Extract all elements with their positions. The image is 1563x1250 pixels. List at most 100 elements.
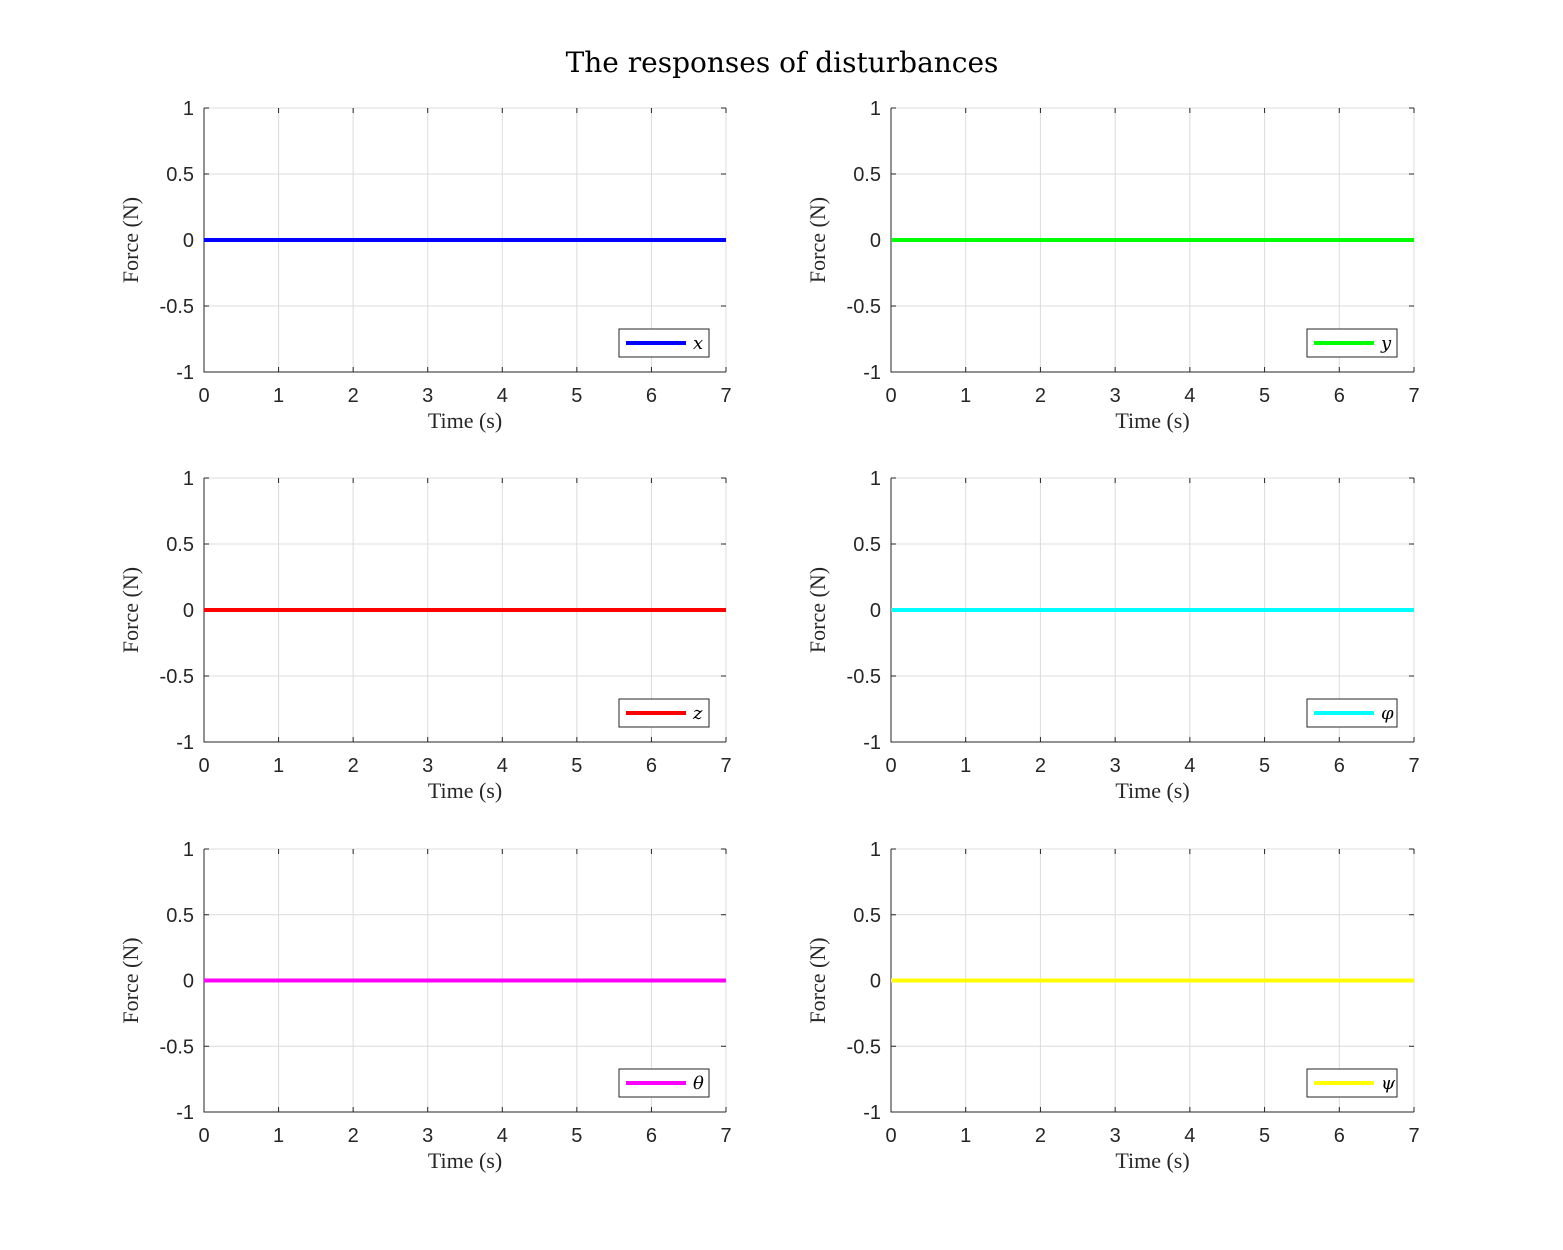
legend: φ [1306,698,1398,728]
x-tick-label: 6 [646,755,657,777]
y-tick-label: -1 [863,1102,881,1124]
legend-label: z [692,703,703,724]
y-tick-label: -1 [176,1102,194,1124]
x-tick-label: 1 [273,385,284,407]
legend: θ [618,1068,710,1098]
x-tick-label: 6 [1334,755,1345,777]
x-tick-label: 5 [571,755,582,777]
x-tick-label: 7 [720,1125,731,1147]
x-axis-label: Time (s) [428,778,502,803]
figure-title: The responses of disturbances [566,46,999,79]
x-tick-label: 0 [885,1125,896,1147]
y-tick-label: -1 [863,362,881,384]
x-tick-label: 4 [497,385,508,407]
x-tick-label: 5 [1259,1125,1270,1147]
y-tick-label: 0 [183,230,194,252]
x-tick-label: 1 [273,1125,284,1147]
x-axis-label: Time (s) [1115,1148,1189,1173]
x-tick-label: 6 [646,385,657,407]
x-tick-label: 0 [198,1125,209,1147]
y-tick-label: 0.5 [166,905,194,927]
y-axis-label: Force (N) [118,937,143,1023]
x-tick-label: 0 [885,385,896,407]
legend: x [618,328,710,358]
subplot-1: 0 1 2 3 4 5 6 7 -1 -0.5 0 0.5 1 Time (s) Force (N) x [118,98,732,433]
subplot-6: 0 1 2 3 4 5 6 7 -1 -0.5 0 0.5 1 Time (s) Force (N) ψ [805,839,1420,1173]
subplot-5: 0 1 2 3 4 5 6 7 -1 -0.5 0 0.5 1 Time (s) Force (N) θ [118,839,732,1173]
x-tick-label: 5 [1259,385,1270,407]
legend-label: θ [693,1073,704,1094]
legend: z [618,698,710,728]
x-tick-label: 3 [1110,755,1121,777]
x-axis-label: Time (s) [1115,408,1189,433]
x-tick-label: 1 [960,385,971,407]
y-tick-label: 1 [183,468,194,490]
y-tick-label: 0.5 [853,164,881,186]
y-tick-label: 0.5 [166,534,194,556]
x-tick-label: 5 [571,385,582,407]
x-tick-label: 2 [348,755,359,777]
y-axis-label: Force (N) [805,937,830,1023]
y-tick-label: -0.5 [160,1036,194,1058]
legend-label: x [693,333,703,354]
x-axis-label: Time (s) [1115,778,1189,803]
subplot-3: 0 1 2 3 4 5 6 7 -1 -0.5 0 0.5 1 Time (s) Force (N) z [118,468,732,803]
y-tick-label: 0 [870,971,881,993]
y-tick-label: -0.5 [160,296,194,318]
y-tick-label: 0.5 [166,164,194,186]
y-axis-label: Force (N) [805,197,830,283]
subplot-grid: 0 1 2 3 4 5 6 7 -1 -0.5 0 0.5 1 Time (s) Force (N) x 0 1 2… [118,98,1420,1173]
subplot-2: 0 1 2 3 4 5 6 7 -1 -0.5 0 0.5 1 Time (s) Force (N) y [805,98,1420,433]
y-tick-label: 1 [870,839,881,861]
x-tick-label: 1 [960,1125,971,1147]
x-tick-label: 7 [1408,755,1419,777]
y-tick-label: -1 [863,732,881,754]
y-axis-label: Force (N) [805,567,830,653]
y-tick-label: 0 [183,971,194,993]
x-tick-label: 2 [1035,1125,1046,1147]
x-tick-label: 5 [1259,755,1270,777]
x-tick-label: 1 [960,755,971,777]
x-tick-label: 6 [1334,385,1345,407]
x-axis-label: Time (s) [428,1148,502,1173]
x-tick-label: 4 [1184,1125,1195,1147]
subplot-4: 0 1 2 3 4 5 6 7 -1 -0.5 0 0.5 1 Time (s) Force (N) φ [805,468,1420,803]
x-tick-label: 4 [1184,755,1195,777]
x-tick-label: 1 [273,755,284,777]
legend: y [1306,328,1398,358]
x-tick-label: 7 [1408,1125,1419,1147]
legend-label: φ [1381,703,1394,724]
x-tick-label: 7 [720,755,731,777]
y-tick-label: -0.5 [160,666,194,688]
x-tick-label: 2 [1035,755,1046,777]
x-tick-label: 7 [720,385,731,407]
x-tick-label: 4 [1184,385,1195,407]
y-axis-label: Force (N) [118,567,143,653]
x-tick-label: 6 [646,1125,657,1147]
x-tick-label: 3 [1110,1125,1121,1147]
x-axis-label: Time (s) [428,408,502,433]
y-tick-label: 1 [183,98,194,120]
x-tick-label: 3 [422,1125,433,1147]
x-tick-label: 0 [198,755,209,777]
legend-label: y [1380,333,1392,354]
y-tick-label: 1 [870,468,881,490]
y-tick-label: 0 [183,600,194,622]
x-tick-label: 3 [422,385,433,407]
x-tick-label: 2 [348,1125,359,1147]
y-tick-label: -1 [176,362,194,384]
x-tick-label: 0 [198,385,209,407]
legend: ψ [1306,1068,1398,1098]
x-tick-label: 3 [1110,385,1121,407]
y-tick-label: 1 [183,839,194,861]
x-tick-label: 2 [1035,385,1046,407]
y-tick-label: -0.5 [847,666,881,688]
y-tick-label: 0 [870,230,881,252]
y-axis-label: Force (N) [118,197,143,283]
y-tick-label: -1 [176,732,194,754]
y-tick-label: -0.5 [847,296,881,318]
x-tick-label: 5 [571,1125,582,1147]
y-tick-label: 0.5 [853,534,881,556]
x-tick-label: 0 [885,755,896,777]
